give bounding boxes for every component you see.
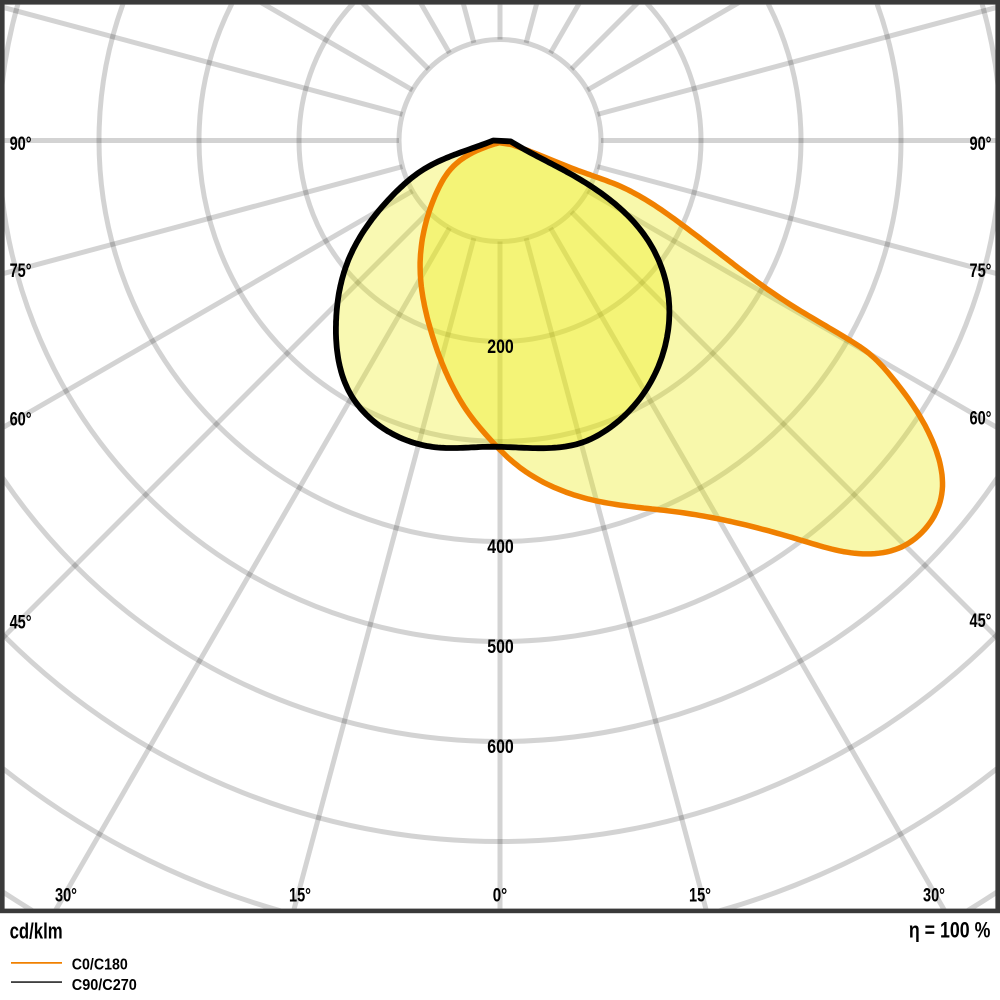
svg-text:90°: 90° [970,133,992,155]
svg-text:C90/C270: C90/C270 [72,977,137,994]
svg-text:45°: 45° [10,612,32,634]
svg-text:75°: 75° [970,260,992,282]
svg-text:75°: 75° [10,260,32,282]
svg-text:90°: 90° [10,133,32,155]
svg-text:cd/klm: cd/klm [10,919,63,944]
svg-text:15°: 15° [689,884,711,906]
svg-text:15°: 15° [289,884,311,906]
svg-text:400: 400 [487,536,514,558]
svg-text:60°: 60° [970,408,992,430]
svg-text:600: 600 [487,736,514,758]
svg-text:500: 500 [487,636,514,658]
svg-text:0°: 0° [493,884,508,906]
svg-text:30°: 30° [923,884,945,906]
svg-text:45°: 45° [970,610,992,632]
svg-text:30°: 30° [55,884,77,906]
svg-text:C0/C180: C0/C180 [72,957,128,974]
svg-text:200: 200 [487,336,514,358]
svg-text:60°: 60° [10,409,32,431]
svg-text:η = 100 %: η = 100 % [909,918,991,943]
